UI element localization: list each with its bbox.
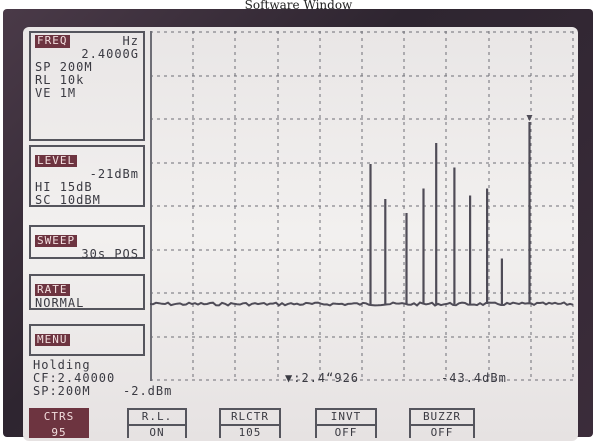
trace-tag[interactable]: RATE: [35, 283, 70, 296]
freq-unit: Hz: [122, 34, 139, 48]
spectrum-trace: [149, 122, 574, 307]
spectrum-display: [149, 31, 574, 381]
sweep-panel[interactable]: SWEEP 30s POS: [29, 225, 145, 261]
center-frequency-readout: CF:2.40000: [33, 371, 116, 385]
softkey-invt[interactable]: INVT OFF: [315, 408, 377, 439]
rbw-label: RL: [35, 73, 52, 87]
center-frequency: 2.4000G: [81, 47, 139, 61]
trace-panel[interactable]: RATE NORMAL: [29, 274, 145, 310]
hold-status: Holding: [33, 358, 91, 372]
vbw-value: 1M: [59, 86, 77, 100]
softkey-rl[interactable]: R.L. ON: [127, 408, 187, 439]
hi-value: 15dB: [59, 180, 93, 194]
sweep-mode: POS: [114, 247, 139, 261]
instrument-bezel: FREQ Hz 2.4000G SP 200M RL 10k VE 1M LEV…: [3, 9, 593, 441]
softkey-ctrs-value: 95: [51, 426, 67, 439]
softkey-buzzr[interactable]: BUZZR OFF: [409, 408, 475, 439]
softkey-rlctr[interactable]: RLCTR 105: [219, 408, 281, 439]
span-readout: SP:200M: [33, 384, 91, 398]
softkey-buzzr-label: BUZZR: [411, 410, 473, 426]
span-value: 200M: [59, 60, 93, 74]
vbw-label: VE: [35, 86, 52, 100]
menu-tag[interactable]: MENU: [35, 333, 70, 346]
spectrum-plot: [149, 31, 574, 381]
softkey-rlctr-value: 105: [238, 426, 262, 439]
softkey-ctrs[interactable]: CTRS 95: [29, 408, 89, 439]
softkey-rl-label: R.L.: [129, 410, 185, 426]
softkey-invt-label: INVT: [317, 410, 375, 426]
scale-label: SC: [35, 193, 52, 207]
sweep-time: 30s: [81, 247, 107, 261]
softkey-buzzr-value: OFF: [430, 426, 454, 439]
noise-floor-trace: [149, 301, 574, 307]
hi-label: HI: [35, 180, 52, 194]
analyzer-screen: FREQ Hz 2.4000G SP 200M RL 10k VE 1M LEV…: [23, 27, 578, 441]
level-panel[interactable]: LEVEL -21dBm HI 15dB SC 10dBM: [29, 145, 145, 207]
softkey-invt-value: OFF: [334, 426, 358, 439]
freq-tag[interactable]: FREQ: [35, 34, 70, 48]
graticule: [150, 31, 574, 381]
trace-mode: NORMAL: [35, 296, 85, 310]
freq-panel[interactable]: FREQ Hz 2.4000G SP 200M RL 10k VE 1M: [29, 31, 145, 141]
level-tag[interactable]: LEVEL: [35, 154, 78, 167]
span-label: SP: [35, 60, 52, 74]
marker-level-readout: -43.4dBm: [441, 371, 507, 385]
softkey-ctrs-label: CTRS: [31, 410, 87, 426]
rbw-value: 10k: [59, 73, 85, 87]
marker-frequency-readout: ▼:2.4“926: [285, 371, 360, 385]
menu-panel[interactable]: MENU: [29, 324, 145, 356]
reference-level: -21dBm: [89, 167, 139, 181]
sweep-tag[interactable]: SWEEP: [35, 234, 78, 247]
ref-level-readout: -2.dBm: [123, 384, 173, 398]
window-title: Software Window: [244, 0, 353, 12]
softkey-rl-value: ON: [149, 426, 165, 439]
softkey-rlctr-label: RLCTR: [221, 410, 279, 426]
marker-icon: [526, 115, 533, 121]
scale-value: 10dBM: [59, 193, 101, 207]
